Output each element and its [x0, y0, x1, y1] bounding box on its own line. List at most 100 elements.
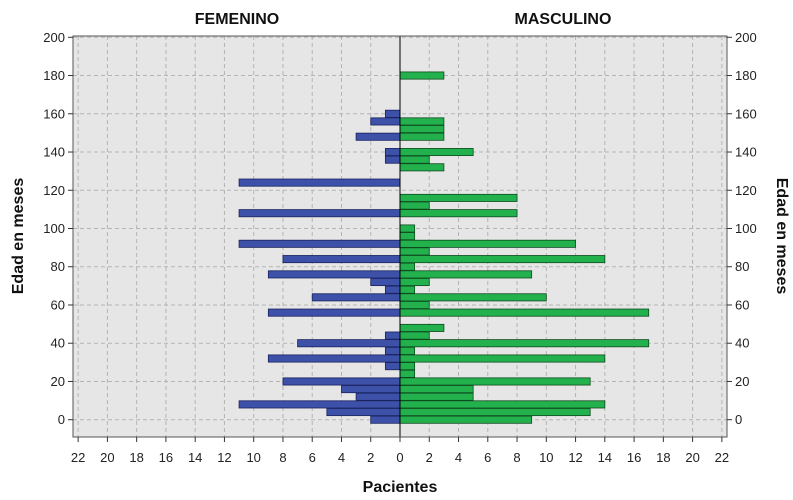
x-tick-label: 10	[246, 450, 260, 465]
bar-male	[399, 285, 416, 294]
y-tick-label-left: 120	[43, 183, 65, 198]
bar-female	[267, 354, 401, 363]
bar-male	[399, 323, 445, 332]
bar-male	[399, 193, 518, 202]
bar-male	[399, 308, 650, 317]
x-tick-label: 16	[159, 450, 173, 465]
x-tick-label: 20	[100, 450, 114, 465]
female-panel-title: FEMENINO	[195, 11, 279, 28]
x-tick-label: 8	[513, 450, 520, 465]
x-tick-label: 12	[217, 450, 231, 465]
x-tick-label: 16	[627, 450, 641, 465]
bar-female	[355, 392, 401, 401]
bar-male	[399, 155, 430, 164]
male-panel-title: MASCULINO	[515, 11, 612, 28]
bar-male	[399, 293, 547, 302]
y-tick-label-left: 160	[43, 106, 65, 121]
bar-female	[238, 239, 401, 248]
y-tick-label-right: 180	[735, 68, 757, 83]
bar-male	[399, 224, 416, 233]
bar-female	[297, 339, 401, 348]
bar-male	[399, 201, 430, 210]
y-tick-label-right: 80	[735, 259, 749, 274]
bar-male	[399, 331, 430, 340]
bar-female	[341, 385, 401, 394]
bar-male	[399, 369, 416, 378]
bar-male	[399, 270, 533, 279]
y-tick-label-right: 120	[735, 183, 757, 198]
bar-female	[384, 155, 401, 164]
x-tick-label: 4	[338, 450, 345, 465]
bar-male	[399, 385, 474, 394]
y-tick-labels: 0 0 20 20 40 40 60 60 80 80 100 100 120 120 140 140 160 1…	[43, 30, 756, 427]
bar-female	[267, 270, 401, 279]
bar-male	[399, 239, 576, 248]
x-tick-label: 14	[598, 450, 612, 465]
bar-female	[238, 209, 401, 218]
bar-male	[399, 163, 445, 172]
bar-female	[384, 109, 401, 118]
bar-male	[399, 117, 445, 126]
y-tick-label-left: 0	[58, 412, 65, 427]
bar-male	[399, 262, 416, 271]
x-tick-label: 12	[568, 450, 582, 465]
bar-female	[384, 346, 401, 355]
y-tick-label-right: 20	[735, 374, 749, 389]
y-tick-label-left: 80	[51, 259, 65, 274]
bar-female	[311, 293, 401, 302]
bar-female	[326, 408, 401, 417]
bar-female	[355, 132, 401, 141]
bar-female	[282, 255, 401, 264]
x-axis-title: Pacientes	[363, 479, 438, 496]
bar-male	[399, 278, 430, 287]
x-tick-label: 22	[715, 450, 729, 465]
x-tick-label: 2	[426, 450, 433, 465]
y-tick-label-right: 40	[735, 336, 749, 351]
x-tick-label: 20	[685, 450, 699, 465]
x-tick-label: 14	[188, 450, 202, 465]
y-axis-title-right: Edad en meses	[773, 178, 790, 295]
bar-male	[399, 392, 474, 401]
x-tick-label: 6	[484, 450, 491, 465]
bar-female	[370, 278, 401, 287]
y-tick-label-right: 100	[735, 221, 757, 236]
y-tick-label-right: 0	[735, 412, 742, 427]
bar-male	[399, 354, 606, 363]
bar-male	[399, 300, 430, 309]
x-tick-label: 4	[455, 450, 462, 465]
x-tick-label: 6	[309, 450, 316, 465]
x-tick-label: 0	[396, 450, 403, 465]
y-tick-label-left: 20	[51, 374, 65, 389]
bar-female	[384, 362, 401, 371]
x-tick-label: 10	[539, 450, 553, 465]
bar-male	[399, 346, 416, 355]
bar-female	[238, 400, 401, 409]
y-tick-label-left: 140	[43, 145, 65, 160]
bar-male	[399, 400, 606, 409]
bar-female	[384, 285, 401, 294]
bar-female	[238, 178, 401, 187]
x-tick-label: 18	[656, 450, 670, 465]
x-tick-label: 8	[279, 450, 286, 465]
bar-male	[399, 247, 430, 256]
bar-female	[267, 308, 401, 317]
y-tick-label-right: 160	[735, 106, 757, 121]
bar-male	[399, 415, 533, 424]
grid-lines	[73, 36, 727, 437]
bar-male	[399, 132, 445, 141]
bar-male	[399, 377, 591, 386]
bar-female	[384, 148, 401, 157]
bar-male	[399, 408, 591, 417]
x-tick-labels: 22 20 18 16 14 12 10 8 6 4 2 0 2 4 6 8 10 12 14 16 18 20 22	[71, 437, 729, 465]
y-tick-label-left: 60	[51, 297, 65, 312]
x-tick-label: 2	[367, 450, 374, 465]
y-tick-label-right: 60	[735, 297, 749, 312]
x-tick-label: 22	[71, 450, 85, 465]
bar-female	[384, 331, 401, 340]
bar-male	[399, 71, 445, 80]
bar-male	[399, 148, 474, 157]
x-tick-label: 18	[129, 450, 143, 465]
y-tick-label-left: 200	[43, 30, 65, 45]
y-axis-title-left: Edad en meses	[10, 178, 27, 295]
